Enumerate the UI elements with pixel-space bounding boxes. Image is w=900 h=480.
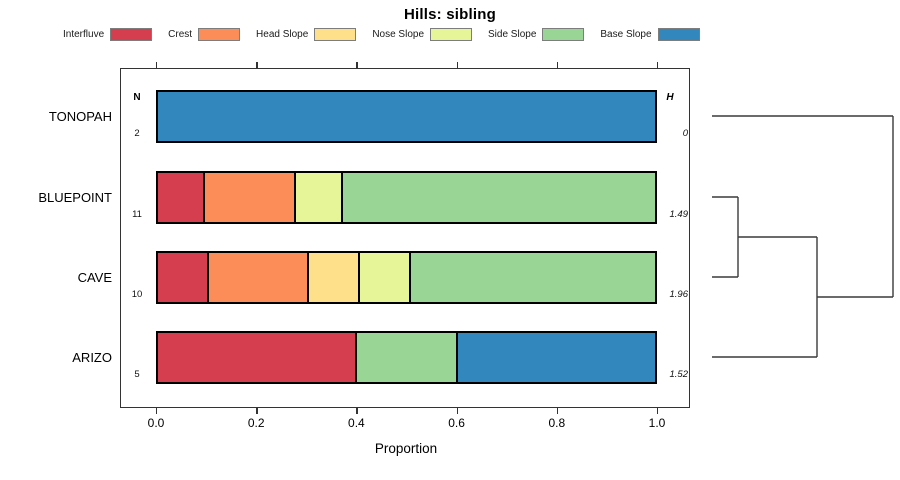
axis-tick-top [657, 62, 659, 68]
axis-tick-bottom [456, 408, 458, 414]
legend-swatch [314, 27, 357, 41]
axis-tick-top [556, 62, 559, 68]
legend-swatch [430, 27, 473, 41]
bar-segment-side-slope [408, 253, 656, 302]
h-value: 0 [682, 128, 688, 139]
h-value: 1.49 [669, 209, 689, 220]
axis-tick-label: 1.0 [648, 416, 666, 430]
legend-label: Base Slope [600, 28, 652, 40]
axis-tick-label: 0.6 [448, 416, 465, 430]
axis-tick-bottom [256, 408, 258, 414]
h-value: 1.52 [669, 369, 689, 380]
legend-swatch [198, 27, 241, 41]
h-column-header: H [666, 92, 674, 103]
bar-segment-nose-slope [357, 253, 409, 302]
legend-item: Nose Slope [372, 27, 473, 41]
legend-label: Nose Slope [372, 28, 425, 40]
legend-label: Interfluve [63, 28, 105, 40]
h-value: 1.96 [669, 289, 689, 300]
category-label: ARIZO [72, 349, 112, 365]
category-label: TONOPAH [48, 108, 112, 124]
axis-tick-top [456, 62, 458, 68]
axis-tick-label: 0.2 [247, 416, 265, 430]
axis-tick-bottom [657, 408, 659, 414]
bar-segment-crest [206, 253, 307, 302]
legend-item: Side Slope [488, 27, 585, 41]
bar-segment-nose-slope [294, 173, 341, 222]
n-value: 5 [134, 369, 140, 380]
legend-swatch [110, 27, 153, 41]
bar-segment-interfluve [158, 333, 356, 382]
legend-item: Base Slope [600, 27, 700, 41]
bar-segment-side-slope [340, 173, 655, 222]
legend-label: Side Slope [488, 28, 537, 40]
stacked-bar [156, 171, 657, 224]
bar-segment-base-slope [158, 92, 655, 141]
axis-tick-bottom [556, 408, 559, 414]
bar-segment-interfluve [158, 253, 207, 302]
axis-tick-bottom [156, 408, 158, 414]
legend-item: Head Slope [256, 27, 357, 41]
axis-tick-top [356, 62, 358, 68]
n-column-header: N [133, 92, 141, 103]
x-axis-title: Proportion [374, 441, 438, 456]
axis-tick-label: 0.4 [348, 416, 365, 430]
bar-segment-head-slope [306, 253, 358, 302]
stacked-bar [156, 251, 657, 304]
bar-segment-interfluve [158, 173, 203, 222]
bar-segment-side-slope [355, 333, 456, 382]
stacked-bar [156, 331, 657, 384]
n-value: 2 [134, 128, 140, 139]
axis-tick-top [256, 62, 258, 68]
category-label: BLUEPOINT [38, 189, 112, 205]
n-value: 11 [132, 209, 142, 220]
axis-tick-top [156, 62, 158, 68]
bar-segment-crest [202, 173, 295, 222]
axis-tick-label: 0.0 [147, 416, 165, 430]
axis-tick-label: 0.8 [548, 416, 566, 430]
n-value: 10 [131, 289, 143, 300]
legend-item: Interfluve [63, 27, 153, 41]
legend-swatch [657, 27, 700, 41]
chart-title: Hills: sibling [404, 6, 496, 23]
axis-tick-bottom [356, 408, 358, 414]
legend-label: Head Slope [256, 28, 309, 40]
stacked-bar [156, 90, 657, 143]
legend: Interfluve Crest Head Slope Nose Slope Side … [63, 25, 716, 43]
legend-label: Crest [168, 28, 193, 40]
bar-segment-base-slope [455, 333, 655, 382]
legend-swatch [542, 27, 585, 41]
category-label: CAVE [77, 269, 112, 285]
legend-item: Crest [168, 27, 241, 41]
